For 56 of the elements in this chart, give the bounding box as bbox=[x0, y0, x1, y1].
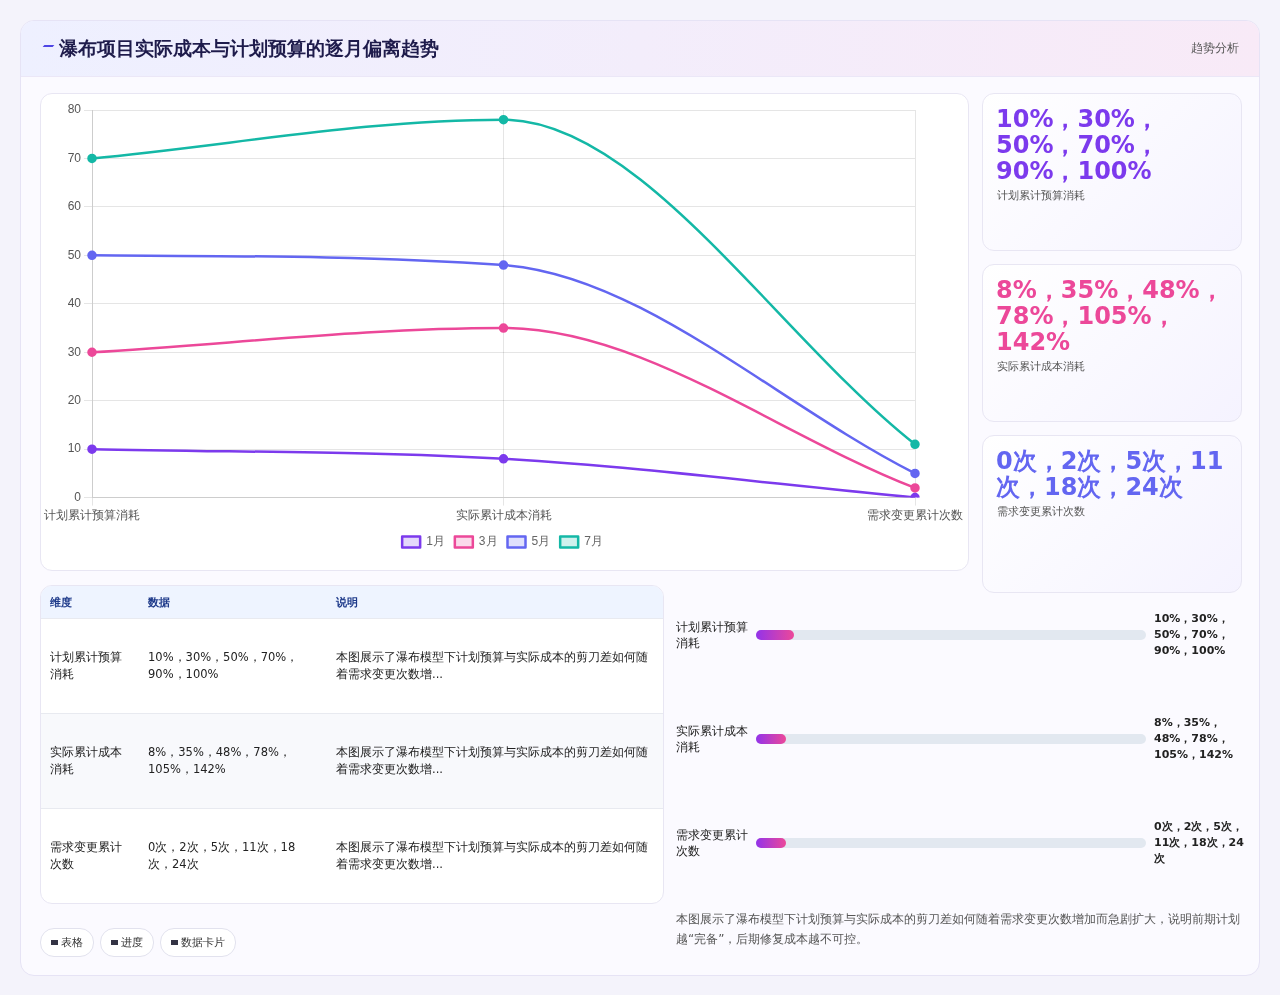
text: 说明 bbox=[327, 586, 663, 619]
text: 计划累计预算消耗 bbox=[41, 618, 139, 714]
point bbox=[910, 468, 920, 479]
text: 本图展示了瀑布模型下计划预算与实际成本的剪刀差如何随着需求变更次数增... bbox=[327, 713, 663, 809]
text: 瀑布项目实际成本与计划预算的逐月偏离趋势 bbox=[59, 35, 440, 61]
text: 维度 bbox=[41, 586, 139, 619]
text: 8%，35%，48%，78%，105%，142% bbox=[1154, 715, 1234, 763]
legend-label: 7月 bbox=[584, 534, 603, 549]
text: 0次，2次，5次，11次，18次，24次 bbox=[996, 447, 1225, 501]
text: 计划累计预算消耗 bbox=[997, 188, 1086, 203]
text: 0次，2次，5次，11次，18次，24次 bbox=[1154, 819, 1245, 867]
point bbox=[498, 454, 509, 464]
text: 实际累计成本消耗 bbox=[41, 713, 139, 809]
y-tick-label: 80 bbox=[67, 102, 82, 117]
text: 需求变更累计次数 bbox=[41, 808, 139, 903]
text: 0次，2次，5次，11次，18次，24次 bbox=[139, 808, 327, 903]
text: 计划累计预算消耗 bbox=[676, 619, 749, 651]
text: 8%，35%，48%，78%，105%，142% bbox=[139, 713, 327, 809]
y-tick-label: 70 bbox=[67, 150, 82, 165]
x-tick-label: 需求变更累计次数 bbox=[867, 508, 963, 523]
y-tick-label: 10 bbox=[67, 441, 82, 456]
text: 10%，30%，50%，70%，90%，100% bbox=[139, 618, 327, 714]
y-tick-label: 40 bbox=[67, 296, 82, 311]
text: 进度 bbox=[100, 928, 154, 957]
text: 本图展示了瀑布模型下计划预算与实际成本的剪刀差如何随着需求变更次数增... bbox=[327, 808, 663, 903]
y-tick-label: 50 bbox=[67, 247, 82, 262]
legend-label: 5月 bbox=[531, 534, 551, 549]
point bbox=[87, 250, 97, 261]
point bbox=[910, 483, 920, 493]
y-tick-label: 0 bbox=[74, 489, 82, 504]
text: 实际累计成本消耗 bbox=[997, 359, 1086, 374]
y-tick-label: 60 bbox=[67, 199, 82, 214]
legend-label: 1月 bbox=[426, 534, 445, 549]
point bbox=[87, 444, 97, 454]
point bbox=[498, 114, 509, 125]
text: 10%，30%，50%，70%，90%，100% bbox=[1154, 611, 1230, 659]
y-tick-label: 20 bbox=[67, 393, 82, 408]
text: 本图展示了瀑布模型下计划预算与实际成本的剪刀差如何随着需求变更次数增... bbox=[327, 618, 663, 714]
x-tick-label: 计划累计预算消耗 bbox=[44, 508, 140, 523]
legend-label: 3月 bbox=[478, 534, 498, 549]
point bbox=[87, 153, 97, 164]
point bbox=[910, 439, 920, 450]
text: 趋势分析 bbox=[1191, 40, 1239, 57]
text: 数据 bbox=[139, 586, 327, 619]
point bbox=[498, 260, 509, 270]
text: 实际累计成本消耗 bbox=[676, 723, 749, 755]
point bbox=[87, 347, 97, 357]
text: 8%，35%，48%，78%，105%，142% bbox=[996, 276, 1225, 356]
y-tick-label: 30 bbox=[67, 344, 82, 359]
text: 需求变更累计次数 bbox=[676, 827, 749, 859]
point bbox=[498, 323, 509, 333]
x-tick-label: 实际累计成本消耗 bbox=[455, 508, 552, 523]
text: 10%，30%，50%，70%，90%，100% bbox=[996, 105, 1160, 185]
text: 数据卡片 bbox=[160, 928, 236, 957]
text: 本图展示了瀑布模型下计划预算与实际成本的剪刀差如何随着需求变更次数增加而急剧扩大，说明前期计划越“完备”，后期修复成本越不可控。 bbox=[676, 911, 1241, 948]
text: 表格 bbox=[40, 928, 94, 957]
